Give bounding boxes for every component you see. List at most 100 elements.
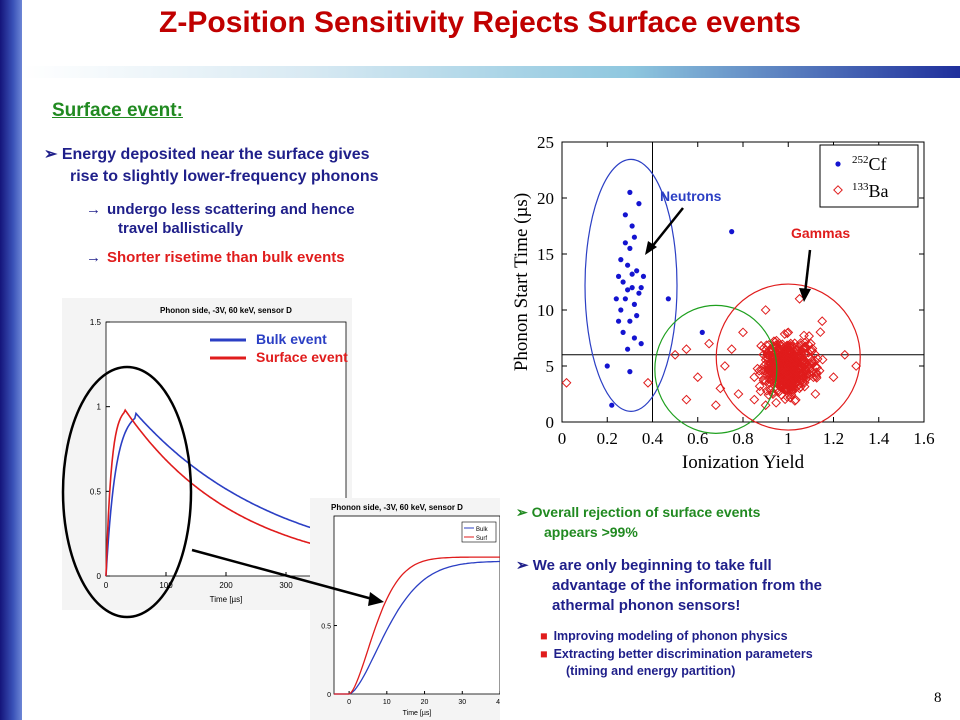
legend-bulk-label: Bulk (476, 527, 489, 533)
gamma-cluster-point (754, 365, 765, 376)
x-tick-label: 200 (219, 581, 233, 590)
left-accent-bar (0, 0, 22, 720)
neutron-point (729, 229, 735, 235)
gamma-point (783, 327, 794, 338)
gamma-cluster-point (800, 348, 811, 359)
square-bullet-icon: ■ (540, 629, 548, 643)
gamma-cluster-point (784, 341, 795, 352)
gamma-cluster-point (804, 359, 815, 369)
neutron-point (620, 329, 626, 335)
gamma-point (749, 372, 760, 383)
x-tick-label: 0.2 (597, 429, 618, 448)
gamma-cluster-point (812, 354, 823, 364)
neutron-point (613, 296, 619, 302)
gamma-cluster-point (774, 386, 785, 397)
gamma-cluster-point (771, 397, 782, 408)
y-tick-label: 0.5 (90, 487, 102, 496)
chart-title: Phonon side, -3V, 60 keV, sensor D (160, 306, 292, 315)
bullet-energy: ➢ Energy deposited near the surface give… (44, 146, 379, 185)
y-tick-label: 25 (537, 133, 554, 152)
neutron-point (638, 341, 644, 347)
neutron-point (634, 268, 640, 274)
right-arrow-icon: → (86, 249, 101, 266)
neutron-region-ellipse (584, 158, 678, 412)
gamma-cluster-point (799, 337, 810, 348)
gamma-cluster-point (782, 356, 792, 367)
plot-frame (333, 515, 500, 695)
neutron-point (622, 240, 628, 246)
neutron-point (622, 212, 628, 218)
gamma-point (828, 372, 839, 383)
gamma-cluster-point (815, 327, 826, 338)
x-tick-label: 0 (347, 699, 351, 706)
legend-cf-marker (835, 161, 841, 167)
neutron-point (634, 313, 640, 319)
x-axis-label: Time [µs] (403, 710, 432, 717)
neutron-point (615, 318, 622, 324)
gamma-cluster-point (760, 359, 771, 369)
gamma-point (704, 338, 714, 349)
legend-surface-label: Surface event (256, 349, 348, 365)
gamma-cluster-point (777, 367, 787, 378)
gamma-point (681, 344, 692, 355)
neutron-point (625, 346, 631, 352)
x-tick-label: 100 (159, 581, 173, 590)
gamma-cluster-point (789, 374, 800, 385)
square-bullet-icon: ■ (540, 647, 548, 661)
gamma-point (710, 400, 721, 411)
gamma-point (817, 316, 828, 327)
pulse-chart: Phonon side, -3V, 60 keV, sensor D 0 100 20… (62, 298, 352, 610)
neutron-point (627, 369, 633, 375)
x-tick-label: 0 (104, 581, 109, 590)
legend-sup: 252 (852, 154, 869, 166)
surface-region-ellipse (654, 304, 778, 434)
gamma-cluster-point (754, 381, 765, 392)
gamma-cluster-point (779, 329, 790, 339)
legend-box (819, 144, 919, 208)
x-tick-label: 300 (279, 581, 293, 590)
gamma-point (810, 389, 821, 399)
x-axis-label: Time [µs] (210, 595, 243, 604)
surface-event-heading: Surface event: (52, 100, 183, 121)
gamma-cluster-point (787, 363, 797, 374)
gamma-cluster-point (807, 355, 818, 366)
gamma-region-ellipse (715, 283, 861, 431)
gamma-cluster-point (784, 346, 794, 357)
gamma-point (760, 400, 771, 411)
gamma-cluster-point (779, 373, 790, 384)
gamma-cluster-point (769, 342, 779, 353)
title-underline-bar (22, 66, 960, 78)
page-number: 8 (934, 690, 942, 706)
surface-zoom-line (334, 556, 500, 695)
gamma-point (719, 361, 730, 371)
x-tick-label: 30 (458, 699, 466, 706)
x-axis-label: Ionization Yield (682, 452, 805, 468)
neutron-point (625, 262, 631, 268)
sub-bullet-scattering: → undergo less scattering and hence trave… (86, 201, 355, 237)
x-tick-label: 1 (784, 429, 793, 448)
neutron-point (625, 287, 631, 293)
gamma-cluster-point (808, 372, 819, 383)
bullet-beginning: ➢ We are only beginning to take full adv… (516, 557, 823, 614)
x-tick-label: 1.6 (913, 429, 934, 448)
neutron-point (629, 223, 635, 229)
legend-ba-marker (833, 185, 843, 195)
x-tick-label: 0.4 (642, 429, 664, 448)
neutron-point (604, 363, 610, 369)
scatter-chart: 0 0.2 0.4 0.6 0.8 1 1.2 1.4 1.6 0 5 10 15 20 25 Ionizat… (511, 133, 935, 468)
neutron-point (627, 245, 633, 251)
arrow-bullet-icon: ➢ (516, 504, 532, 520)
gamma-cluster-point (769, 365, 780, 376)
gamma-cluster-point (775, 352, 785, 362)
neutron-point (622, 296, 628, 302)
gammas-pointer (803, 249, 812, 294)
gamma-point (561, 377, 572, 388)
gamma-cluster-point (774, 338, 785, 349)
gamma-point (726, 344, 737, 355)
neutron-point (609, 402, 615, 408)
gamma-cluster-point (763, 389, 774, 400)
gamma-cluster-point (762, 347, 773, 358)
neutron-point (636, 290, 642, 296)
neutron-point (629, 285, 635, 291)
right-arrow-icon: → (86, 201, 101, 218)
